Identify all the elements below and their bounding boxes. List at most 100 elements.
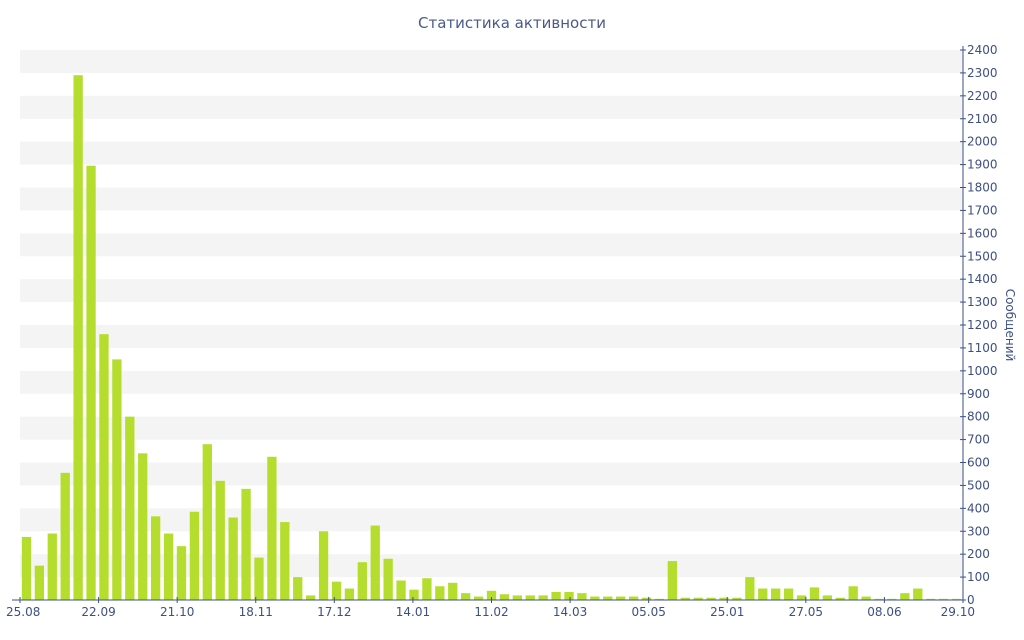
bar — [112, 359, 122, 601]
y-tick-label: 1500 — [967, 249, 998, 263]
bar — [951, 598, 962, 600]
bar — [189, 511, 200, 600]
bar — [138, 453, 148, 600]
bar — [202, 444, 212, 600]
y-tick-label: 2300 — [967, 66, 998, 80]
bar-series — [21, 75, 962, 601]
bar — [809, 587, 820, 600]
bar — [163, 533, 174, 600]
y-tick-label: 700 — [967, 433, 990, 447]
bar — [590, 596, 600, 600]
bar — [693, 597, 703, 600]
bar — [603, 596, 613, 600]
bar — [616, 596, 626, 600]
x-tick-label: 25.08 — [6, 605, 40, 619]
x-tick-label: 17.12 — [317, 605, 351, 619]
grid-bands — [20, 50, 963, 578]
grid-band — [20, 370, 963, 394]
bar — [473, 596, 484, 600]
bar — [564, 591, 574, 600]
bar — [99, 334, 109, 600]
bar — [628, 596, 639, 600]
x-tick-label: 05.05 — [631, 605, 665, 619]
bar — [822, 595, 833, 600]
bar — [293, 577, 303, 600]
y-tick-label: 1700 — [967, 203, 998, 217]
bar — [47, 533, 57, 600]
y-tick-label: 300 — [967, 524, 990, 538]
x-tick-label: 08.06 — [867, 605, 901, 619]
bar — [150, 516, 161, 600]
x-tick-label: 29.10 — [941, 605, 975, 619]
grid-band — [20, 141, 963, 165]
y-tick-label: 2400 — [967, 43, 998, 57]
x-tick-label: 25.01 — [710, 605, 744, 619]
y-tick-label: 500 — [967, 478, 990, 492]
bar — [861, 596, 871, 600]
x-tick-label: 18.11 — [239, 605, 273, 619]
bar — [887, 598, 897, 600]
bar — [938, 598, 949, 600]
bar — [396, 580, 406, 600]
bar — [796, 595, 807, 600]
y-tick-label: 1100 — [967, 341, 998, 355]
bar — [499, 594, 510, 600]
bar — [176, 546, 187, 600]
bar — [21, 536, 32, 600]
bar — [241, 488, 251, 600]
x-tick-label: 14.03 — [553, 605, 587, 619]
bar — [267, 456, 277, 600]
bar — [667, 561, 677, 600]
bar — [60, 472, 70, 600]
grid-band — [20, 416, 963, 440]
bar — [228, 517, 238, 600]
bar — [913, 588, 923, 600]
x-tick-label: 22.09 — [81, 605, 115, 619]
bar — [835, 597, 845, 600]
bar — [706, 597, 716, 600]
y-tick-label: 100 — [967, 570, 990, 584]
y-tick-label: 900 — [967, 387, 990, 401]
bar — [783, 588, 794, 600]
grid-band — [20, 508, 963, 532]
bar — [409, 589, 419, 600]
y-tick-label: 1600 — [967, 226, 998, 240]
y-axis: 0 100 200 300 400 500 600 700 800 900 1000 1100 1200… — [960, 43, 998, 607]
y-tick-label: 2000 — [967, 135, 998, 149]
bar — [900, 593, 910, 601]
bar — [732, 597, 742, 600]
bar — [370, 525, 380, 600]
x-tick-label: 14.01 — [396, 605, 430, 619]
y-tick-label: 2200 — [967, 89, 998, 103]
chart-title: Статистика активности — [418, 14, 606, 32]
grid-band — [20, 233, 963, 257]
bar — [719, 597, 729, 600]
bar — [383, 558, 393, 600]
bar — [86, 165, 96, 601]
y-tick-label: 1300 — [967, 295, 998, 309]
bar — [254, 557, 264, 600]
bar — [745, 577, 755, 600]
y-tick-label: 1900 — [967, 158, 998, 172]
bar — [848, 586, 858, 600]
bar — [34, 565, 45, 601]
y-tick-label: 1000 — [967, 364, 998, 378]
bar — [771, 588, 781, 600]
bar — [641, 597, 652, 600]
bar — [318, 531, 329, 600]
x-tick-label: 27.05 — [789, 605, 823, 619]
y-tick-label: 800 — [967, 410, 990, 424]
y-tick-label: 2100 — [967, 112, 998, 126]
bar — [422, 578, 432, 600]
bar — [344, 588, 355, 600]
grid-band — [20, 279, 963, 303]
y-tick-label: 600 — [967, 456, 990, 470]
grid-band — [20, 462, 963, 486]
y-tick-label: 400 — [967, 501, 990, 515]
x-axis: 25.08 22.09 21.10 18.11 17.12 14.01 11.02 14.03… — [6, 597, 975, 619]
bar — [331, 581, 342, 600]
bar — [551, 591, 561, 600]
bar — [512, 595, 522, 600]
